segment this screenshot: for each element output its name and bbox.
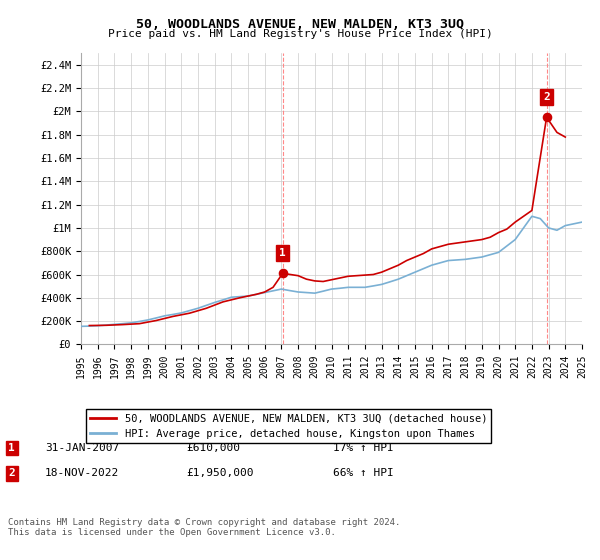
Text: 50, WOODLANDS AVENUE, NEW MALDEN, KT3 3UQ: 50, WOODLANDS AVENUE, NEW MALDEN, KT3 3U… — [136, 18, 464, 31]
Text: 18-NOV-2022: 18-NOV-2022 — [45, 468, 119, 478]
Text: £610,000: £610,000 — [186, 443, 240, 453]
Text: 2: 2 — [543, 92, 550, 102]
Text: 1: 1 — [280, 248, 286, 258]
Text: 1: 1 — [8, 443, 15, 453]
Text: £1,950,000: £1,950,000 — [186, 468, 254, 478]
Text: 31-JAN-2007: 31-JAN-2007 — [45, 443, 119, 453]
Legend: 50, WOODLANDS AVENUE, NEW MALDEN, KT3 3UQ (detached house), HPI: Average price, : 50, WOODLANDS AVENUE, NEW MALDEN, KT3 3U… — [86, 409, 491, 443]
Text: 2: 2 — [8, 468, 15, 478]
Text: 17% ↑ HPI: 17% ↑ HPI — [333, 443, 394, 453]
Point — [278, 269, 287, 278]
Text: Contains HM Land Registry data © Crown copyright and database right 2024.
This d: Contains HM Land Registry data © Crown c… — [8, 518, 401, 538]
Text: 66% ↑ HPI: 66% ↑ HPI — [333, 468, 394, 478]
Point — [542, 113, 551, 122]
Text: Price paid vs. HM Land Registry's House Price Index (HPI): Price paid vs. HM Land Registry's House … — [107, 29, 493, 39]
